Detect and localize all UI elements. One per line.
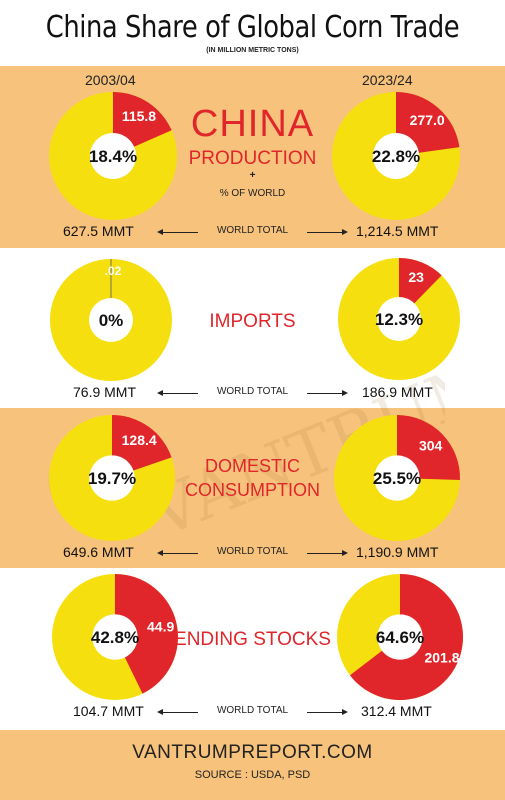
share-percent-label: 25.5% [373, 469, 421, 488]
stocks-left-total: 104.7 MMT [73, 703, 144, 719]
china-value-label: 44.9 [147, 618, 174, 634]
share-percent-label: 12.3% [375, 310, 423, 329]
share-percent-label: 0% [99, 311, 124, 330]
arrow-right-icon [307, 390, 348, 396]
donut-hole [372, 132, 420, 180]
donut-production-2023: 277.0 22.8% [332, 92, 460, 220]
donut-hole [377, 297, 421, 341]
consumption-left-total: 649.6 MMT [63, 544, 134, 560]
donut-hole [374, 455, 420, 501]
production-label-china: CHINA [190, 103, 315, 145]
production-right-total: 1,214.5 MMT [356, 223, 439, 239]
period-right: 2023/24 [362, 72, 413, 88]
donut-stocks-2003: 44.9 42.8% [52, 574, 178, 700]
donut-hole [377, 614, 423, 660]
donut-hole [89, 298, 133, 342]
production-left-total: 627.5 MMT [63, 223, 134, 239]
china-value-label: .02 [105, 264, 122, 278]
donut-consumption-2003: 128.4 19.7% [49, 415, 175, 541]
production-label: PRODUCTION [188, 148, 317, 169]
footer-source: SOURCE : USDA, PSD [194, 769, 311, 781]
donut-stocks-2023: 201.864.6% [337, 574, 463, 700]
china-value-label: 277.0 [410, 112, 445, 128]
period-left: 2003/04 [85, 72, 136, 88]
footer-site: VANTRUMPREPORT.COM [132, 742, 373, 763]
imports-world-total: WORLD TOTAL [150, 386, 355, 400]
china-value-label: 128.4 [122, 432, 157, 448]
imports-right-total: 186.9 MMT [362, 384, 433, 400]
china-value-label: 23 [408, 269, 424, 285]
production-note: % OF WORLD [219, 188, 286, 199]
production-world-total: WORLD TOTAL [150, 225, 355, 239]
arrow-left-icon [157, 390, 198, 396]
consumption-label-line1: DOMESTIC [204, 456, 300, 476]
imports-label: IMPORTS [209, 311, 296, 332]
arrow-right-icon [307, 229, 348, 235]
share-percent-label: 18.4% [89, 147, 137, 166]
arrow-left-icon [157, 229, 198, 235]
consumption-world-total: WORLD TOTAL [150, 546, 355, 560]
arrow-right-icon [307, 550, 348, 556]
stocks-right-total: 312.4 MMT [361, 703, 432, 719]
arrow-left-icon [157, 550, 198, 556]
china-value-label: 201.8 [424, 650, 459, 666]
consumption-right-total: 1,190.9 MMT [356, 544, 439, 560]
share-percent-label: 19.7% [88, 469, 136, 488]
consumption-label-line2: CONSUMPTION [185, 480, 320, 500]
footer: VANTRUMPREPORT.COM SOURCE : USDA, PSD [0, 730, 505, 800]
donut-hole [92, 614, 138, 660]
donut-hole [89, 455, 135, 501]
donut-imports-2003: .02 0% [50, 259, 172, 381]
china-value-label: 304 [419, 437, 443, 453]
china-slice [115, 574, 178, 694]
arrow-right-icon [307, 709, 348, 715]
donut-hole [89, 132, 137, 180]
share-percent-label: 64.6% [376, 628, 424, 647]
share-percent-label: 42.8% [91, 628, 139, 647]
imports-left-total: 76.9 MMT [73, 384, 137, 400]
production-plus: + [249, 170, 256, 181]
donut-imports-2023: 23 12.3% [338, 258, 460, 380]
stocks-label: ENDING STOCKS [174, 629, 331, 650]
stocks-world-total: WORLD TOTAL [150, 705, 355, 719]
arrow-left-icon [157, 709, 198, 715]
share-percent-label: 22.8% [372, 147, 420, 166]
donut-production-2003: 115.8 18.4% [49, 92, 177, 220]
donut-consumption-2023: 304 25.5% [334, 415, 460, 541]
china-value-label: 115.8 [122, 108, 156, 124]
chart-title: China Share of Global Corn Trade [45, 10, 460, 45]
chart-subtitle: (IN MILLION METRIC TONS) [206, 47, 299, 54]
